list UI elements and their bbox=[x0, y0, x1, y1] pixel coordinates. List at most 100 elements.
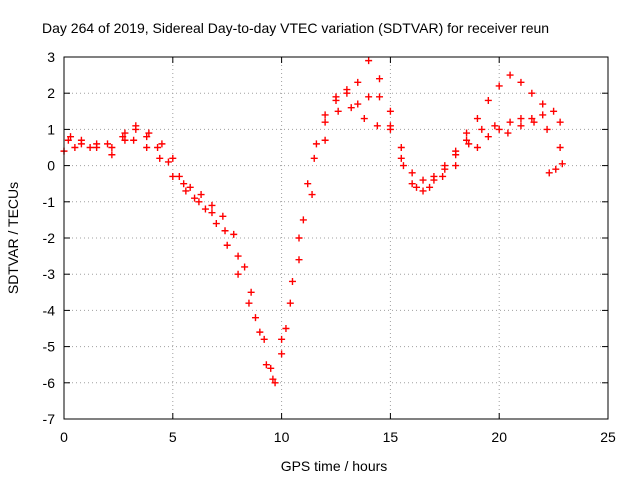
data-point bbox=[504, 129, 512, 137]
data-point bbox=[191, 194, 199, 202]
data-point bbox=[495, 125, 503, 133]
data-point bbox=[180, 180, 188, 188]
data-point bbox=[158, 140, 166, 148]
data-point bbox=[93, 144, 101, 151]
x-tick-label: 5 bbox=[169, 429, 177, 445]
y-axis-label: SDTVAR / TECUs bbox=[5, 182, 21, 294]
data-point bbox=[376, 93, 384, 101]
data-point bbox=[408, 169, 416, 177]
data-point bbox=[260, 335, 268, 343]
y-tick-label: 2 bbox=[47, 85, 55, 101]
data-point bbox=[484, 96, 492, 104]
data-point bbox=[506, 71, 514, 79]
x-tick-label: 25 bbox=[600, 429, 616, 445]
data-point bbox=[164, 158, 172, 166]
data-point bbox=[197, 191, 205, 199]
data-point bbox=[201, 205, 209, 213]
data-point bbox=[269, 375, 277, 383]
data-point bbox=[145, 129, 153, 137]
data-point bbox=[212, 220, 220, 228]
data-point bbox=[77, 140, 85, 148]
data-point bbox=[143, 133, 151, 141]
data-point bbox=[376, 75, 384, 83]
x-tick-label: 20 bbox=[491, 429, 507, 445]
y-tick-label: 0 bbox=[47, 158, 55, 174]
data-point bbox=[517, 115, 525, 123]
data-point bbox=[463, 136, 471, 144]
data-point bbox=[332, 96, 340, 104]
data-point bbox=[543, 125, 551, 133]
data-point bbox=[321, 118, 329, 126]
data-point bbox=[347, 104, 355, 112]
data-point bbox=[182, 187, 190, 195]
data-point bbox=[71, 144, 79, 151]
data-point bbox=[373, 122, 381, 130]
y-tick-label: -5 bbox=[43, 339, 56, 355]
data-point bbox=[558, 160, 566, 168]
data-point bbox=[234, 270, 242, 278]
data-point bbox=[121, 136, 129, 144]
data-point bbox=[506, 118, 514, 126]
data-point bbox=[556, 144, 564, 151]
x-axis-label: GPS time / hours bbox=[281, 458, 388, 474]
data-point bbox=[256, 328, 264, 336]
series-track-a bbox=[60, 57, 547, 383]
data-point bbox=[530, 118, 538, 126]
x-tick-label: 15 bbox=[383, 429, 399, 445]
data-point bbox=[271, 379, 279, 387]
data-point bbox=[399, 162, 407, 170]
x-tick-label: 0 bbox=[60, 429, 68, 445]
data-point bbox=[154, 144, 162, 151]
data-point bbox=[386, 125, 394, 133]
data-point bbox=[245, 299, 253, 307]
data-point bbox=[365, 93, 373, 101]
grid-lines bbox=[64, 57, 608, 419]
data-point bbox=[484, 133, 492, 141]
chart-title: Day 264 of 2019, Sidereal Day-to-day VTE… bbox=[42, 20, 549, 36]
data-point bbox=[208, 209, 216, 217]
y-tick-label: -1 bbox=[43, 194, 56, 210]
data-point bbox=[550, 107, 558, 115]
data-point bbox=[230, 230, 238, 238]
data-point bbox=[286, 299, 294, 307]
data-point bbox=[539, 111, 547, 119]
data-point bbox=[452, 162, 460, 170]
data-point bbox=[219, 212, 227, 220]
data-point bbox=[223, 241, 231, 249]
data-point bbox=[528, 115, 536, 123]
data-point bbox=[119, 133, 127, 141]
series-track-b bbox=[64, 89, 564, 372]
y-tick-label: 3 bbox=[47, 49, 55, 65]
data-points bbox=[60, 57, 566, 387]
data-point bbox=[308, 191, 316, 199]
data-point bbox=[397, 144, 405, 151]
data-point bbox=[478, 125, 486, 133]
data-point bbox=[67, 133, 75, 141]
data-point bbox=[175, 172, 183, 180]
data-point bbox=[156, 154, 164, 162]
data-point bbox=[299, 216, 307, 224]
data-point bbox=[130, 136, 138, 144]
data-point bbox=[360, 115, 368, 123]
data-point bbox=[64, 136, 72, 144]
data-point bbox=[517, 78, 525, 86]
data-point bbox=[186, 183, 194, 191]
data-point bbox=[169, 172, 177, 180]
x-tick-label: 10 bbox=[274, 429, 290, 445]
data-point bbox=[386, 107, 394, 115]
data-point bbox=[312, 140, 320, 148]
y-tick-label: -3 bbox=[43, 266, 56, 282]
y-tick-label: -7 bbox=[43, 411, 56, 427]
data-point bbox=[295, 256, 303, 264]
y-tick-label: -2 bbox=[43, 230, 56, 246]
data-point bbox=[334, 107, 342, 115]
data-point bbox=[408, 180, 416, 188]
data-point bbox=[556, 118, 564, 126]
data-point bbox=[354, 100, 362, 108]
data-point bbox=[343, 89, 351, 97]
data-point bbox=[426, 183, 434, 191]
data-point bbox=[108, 151, 116, 159]
data-point bbox=[104, 140, 112, 148]
data-point bbox=[262, 361, 270, 369]
